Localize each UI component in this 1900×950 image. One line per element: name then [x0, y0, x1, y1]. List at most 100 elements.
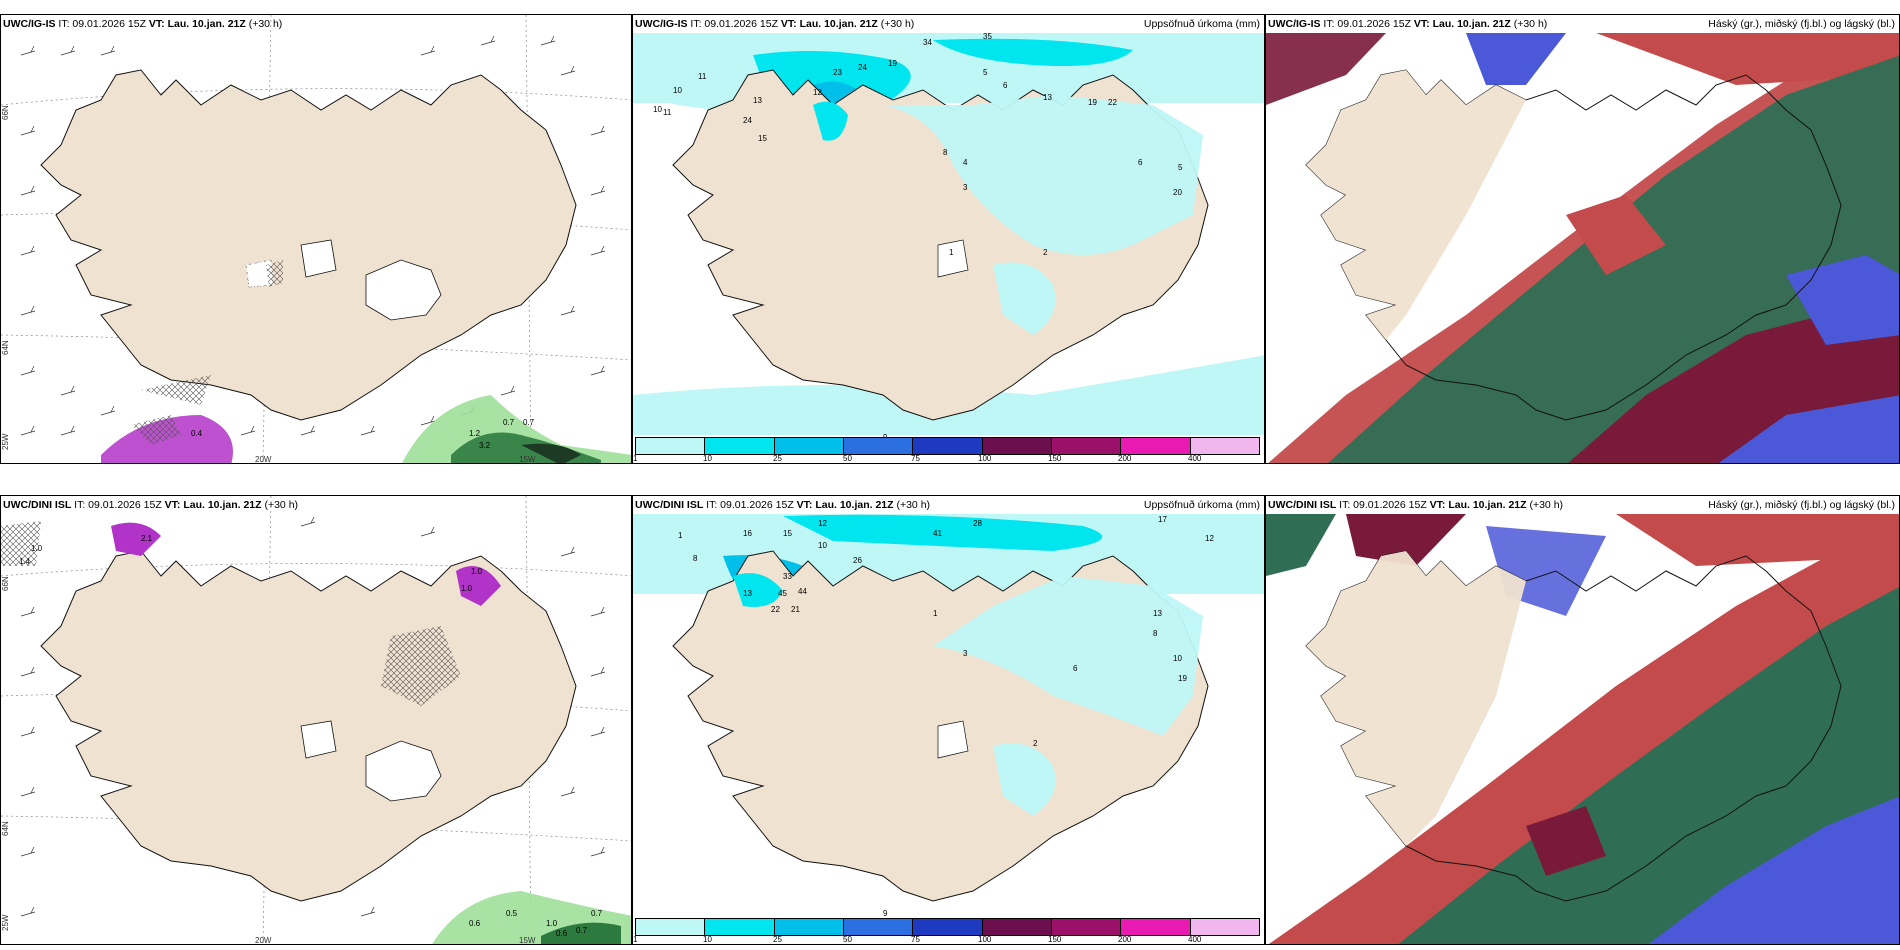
svg-text:6: 6: [1138, 158, 1143, 167]
svg-text:33: 33: [783, 572, 792, 581]
cloud-map: [1266, 514, 1899, 944]
legend-ticks: 1 10 25 50 75 100 150 200 400: [633, 454, 1202, 463]
svg-text:8: 8: [693, 554, 698, 563]
svg-text:26: 26: [853, 556, 862, 565]
svg-text:1.0: 1.0: [461, 584, 473, 593]
svg-text:17: 17: [1158, 515, 1167, 524]
precip-legend: [635, 437, 1260, 455]
svg-text:11: 11: [698, 72, 707, 81]
svg-text:2.1: 2.1: [141, 534, 153, 543]
panel-title: Háský (gr.), miðský (fj.bl.) og lágský (…: [1708, 18, 1895, 30]
svg-text:3: 3: [963, 183, 968, 192]
svg-text:5: 5: [983, 68, 988, 77]
svg-text:1: 1: [678, 531, 683, 540]
svg-text:20W: 20W: [255, 936, 272, 945]
panel-clouds-igis: UWC/IG-IS IT: 09.01.2026 15Z VT: Lau. 10…: [1265, 14, 1900, 464]
svg-text:6: 6: [1073, 664, 1078, 673]
svg-text:13: 13: [1153, 609, 1162, 618]
svg-text:5: 5: [1178, 163, 1183, 172]
cloud-map: [1266, 33, 1899, 463]
svg-text:0.7: 0.7: [576, 926, 588, 935]
svg-text:21: 21: [791, 605, 800, 614]
svg-text:2: 2: [1033, 739, 1038, 748]
svg-text:44: 44: [798, 587, 807, 596]
svg-text:13: 13: [743, 589, 752, 598]
svg-text:13: 13: [1043, 93, 1052, 102]
svg-text:15W: 15W: [519, 936, 536, 945]
svg-text:41: 41: [933, 529, 942, 538]
svg-text:1: 1: [933, 609, 938, 618]
svg-text:24: 24: [858, 63, 867, 72]
panel-title: Háský (gr.), miðský (fj.bl.) og lágský (…: [1708, 499, 1895, 511]
svg-text:19: 19: [1088, 98, 1097, 107]
svg-text:10: 10: [1173, 654, 1182, 663]
legend-ticks: 1 10 25 50 75 100 150 200 400: [633, 935, 1202, 944]
svg-text:4: 4: [963, 158, 968, 167]
wind-map: 66N 64N 25W 20W 15W 0.4 0.7 0.7 1.2 3.2: [1, 15, 631, 464]
svg-text:66N: 66N: [1, 576, 10, 591]
svg-text:0.5: 0.5: [506, 909, 518, 918]
panel-clouds-dini: UWC/DINI ISL IT: 09.01.2026 15Z VT: Lau.…: [1265, 495, 1900, 945]
svg-text:1: 1: [949, 248, 954, 257]
panel-wind-dini: UWC/DINI ISL IT: 09.01.2026 15Z VT: Lau.…: [0, 495, 632, 945]
iceland-land: [40, 69, 577, 421]
svg-text:20: 20: [1173, 188, 1182, 197]
panel-header: UWC/DINI ISL IT: 09.01.2026 15Z VT: Lau.…: [3, 499, 299, 511]
svg-text:10: 10: [818, 541, 827, 550]
svg-text:12: 12: [818, 519, 827, 528]
svg-text:66N: 66N: [1, 105, 10, 120]
svg-text:13: 13: [753, 96, 762, 105]
precip-map: 34 35 24 19 23 12 11 10 13 10 11 24 15 5…: [633, 32, 1264, 442]
svg-text:0.6: 0.6: [556, 929, 568, 938]
svg-text:64N: 64N: [1, 821, 10, 836]
svg-text:3: 3: [963, 649, 968, 658]
wind-barbs: [20, 516, 606, 917]
svg-text:22: 22: [771, 605, 780, 614]
svg-text:25W: 25W: [1, 433, 10, 450]
svg-text:19: 19: [1178, 674, 1187, 683]
svg-text:34: 34: [923, 38, 932, 47]
svg-text:0.4: 0.4: [191, 429, 203, 438]
panel-precip-dini: UWC/DINI ISL IT: 09.01.2026 15Z VT: Lau.…: [632, 495, 1265, 945]
svg-text:0.6: 0.6: [469, 919, 481, 928]
svg-text:9: 9: [883, 909, 888, 918]
svg-text:12: 12: [1205, 534, 1214, 543]
svg-text:8: 8: [943, 148, 948, 157]
svg-text:8: 8: [1153, 629, 1158, 638]
svg-text:11: 11: [663, 108, 672, 117]
panel-title: Uppsöfnuð úrkoma (mm): [1143, 18, 1260, 30]
svg-text:15: 15: [783, 529, 792, 538]
svg-text:15W: 15W: [519, 455, 536, 464]
svg-text:22: 22: [1108, 98, 1117, 107]
svg-text:25W: 25W: [1, 914, 10, 931]
svg-text:23: 23: [833, 68, 842, 77]
svg-text:1.2: 1.2: [469, 429, 481, 438]
panel-header: UWC/IG-IS IT: 09.01.2026 15Z VT: Lau. 10…: [1268, 18, 1548, 30]
svg-text:0.7: 0.7: [591, 909, 603, 918]
svg-text:2: 2: [1043, 248, 1048, 257]
precip-map: 1 8 16 15 12 41 28 10 26 22 21 45 44 33 …: [633, 514, 1264, 918]
panel-precip-igis: UWC/IG-IS IT: 09.01.2026 15Z VT: Lau. 10…: [632, 14, 1265, 464]
svg-text:20W: 20W: [255, 455, 272, 464]
svg-text:35: 35: [983, 32, 992, 41]
wind-map: 66N 64N 25W 20W 15W 1.0 1.4 2.1 1.0 1.0 …: [1, 496, 631, 945]
panel-header: UWC/DINI ISL IT: 09.01.2026 15Z VT: Lau.…: [635, 499, 931, 511]
svg-text:1.0: 1.0: [31, 544, 43, 553]
svg-text:24: 24: [743, 116, 752, 125]
panel-header: UWC/IG-IS IT: 09.01.2026 15Z VT: Lau. 10…: [3, 18, 283, 30]
svg-text:6: 6: [1003, 81, 1008, 90]
panel-header: UWC/IG-IS IT: 09.01.2026 15Z VT: Lau. 10…: [635, 18, 915, 30]
svg-text:64N: 64N: [1, 340, 10, 355]
svg-text:10: 10: [653, 105, 662, 114]
panel-title: Uppsöfnuð úrkoma (mm): [1143, 499, 1260, 511]
svg-text:3.2: 3.2: [479, 441, 491, 450]
svg-text:45: 45: [778, 589, 787, 598]
panel-header: UWC/DINI ISL IT: 09.01.2026 15Z VT: Lau.…: [1268, 499, 1564, 511]
svg-text:0.7: 0.7: [503, 418, 515, 427]
precip-legend: [635, 918, 1260, 936]
svg-text:1.0: 1.0: [546, 919, 558, 928]
svg-text:0.7: 0.7: [523, 418, 535, 427]
svg-text:19: 19: [888, 59, 897, 68]
svg-text:15: 15: [758, 134, 767, 143]
svg-text:10: 10: [673, 86, 682, 95]
